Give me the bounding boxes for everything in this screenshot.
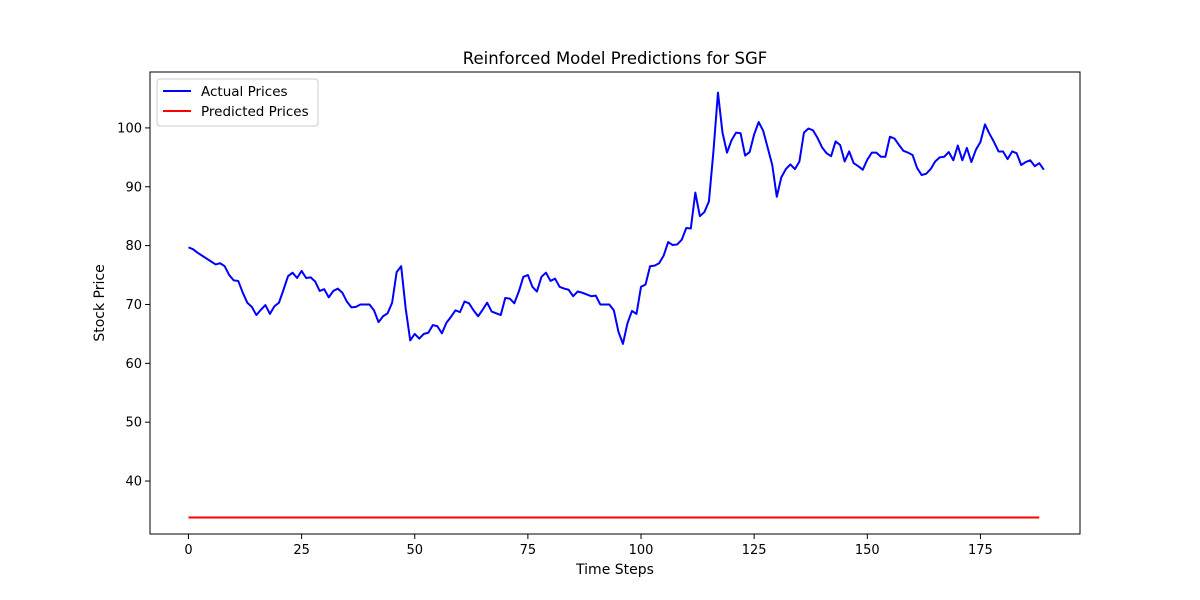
x-tick-label: 75 [520,543,537,558]
legend-label-predicted-prices: Predicted Prices [201,104,309,120]
plot-frame [149,71,1081,535]
x-tick-label: 25 [293,543,310,558]
y-tick-label: 90 [125,180,142,195]
x-tick-label: 125 [742,543,767,558]
y-tick-label: 40 [125,475,142,490]
x-tick-label: 0 [184,543,192,558]
y-axis-label: Stock Price [92,264,108,341]
y-tick-label: 100 [117,121,142,136]
series-line-actual-prices [188,91,1045,345]
x-tick-label: 50 [406,543,423,558]
legend: Actual Prices Predicted Prices [156,78,319,127]
x-axis: 0 25 50 75 100 125 150 175 [184,534,993,558]
legend-label-actual-prices: Actual Prices [201,84,288,100]
x-tick-label: 175 [968,543,993,558]
x-tick-label: 150 [855,543,880,558]
x-tick-label: 100 [629,543,654,558]
y-tick-label: 70 [125,298,142,313]
x-axis-label: Time Steps [575,562,654,578]
plot-area [188,91,1045,519]
y-tick-label: 60 [125,357,142,372]
legend-box [156,78,319,127]
chart-title: Reinforced Model Predictions for SGF [463,49,767,68]
y-axis: 40 50 60 70 80 90 100 [117,121,150,490]
y-tick-label: 50 [125,416,142,431]
y-tick-label: 80 [125,239,142,254]
